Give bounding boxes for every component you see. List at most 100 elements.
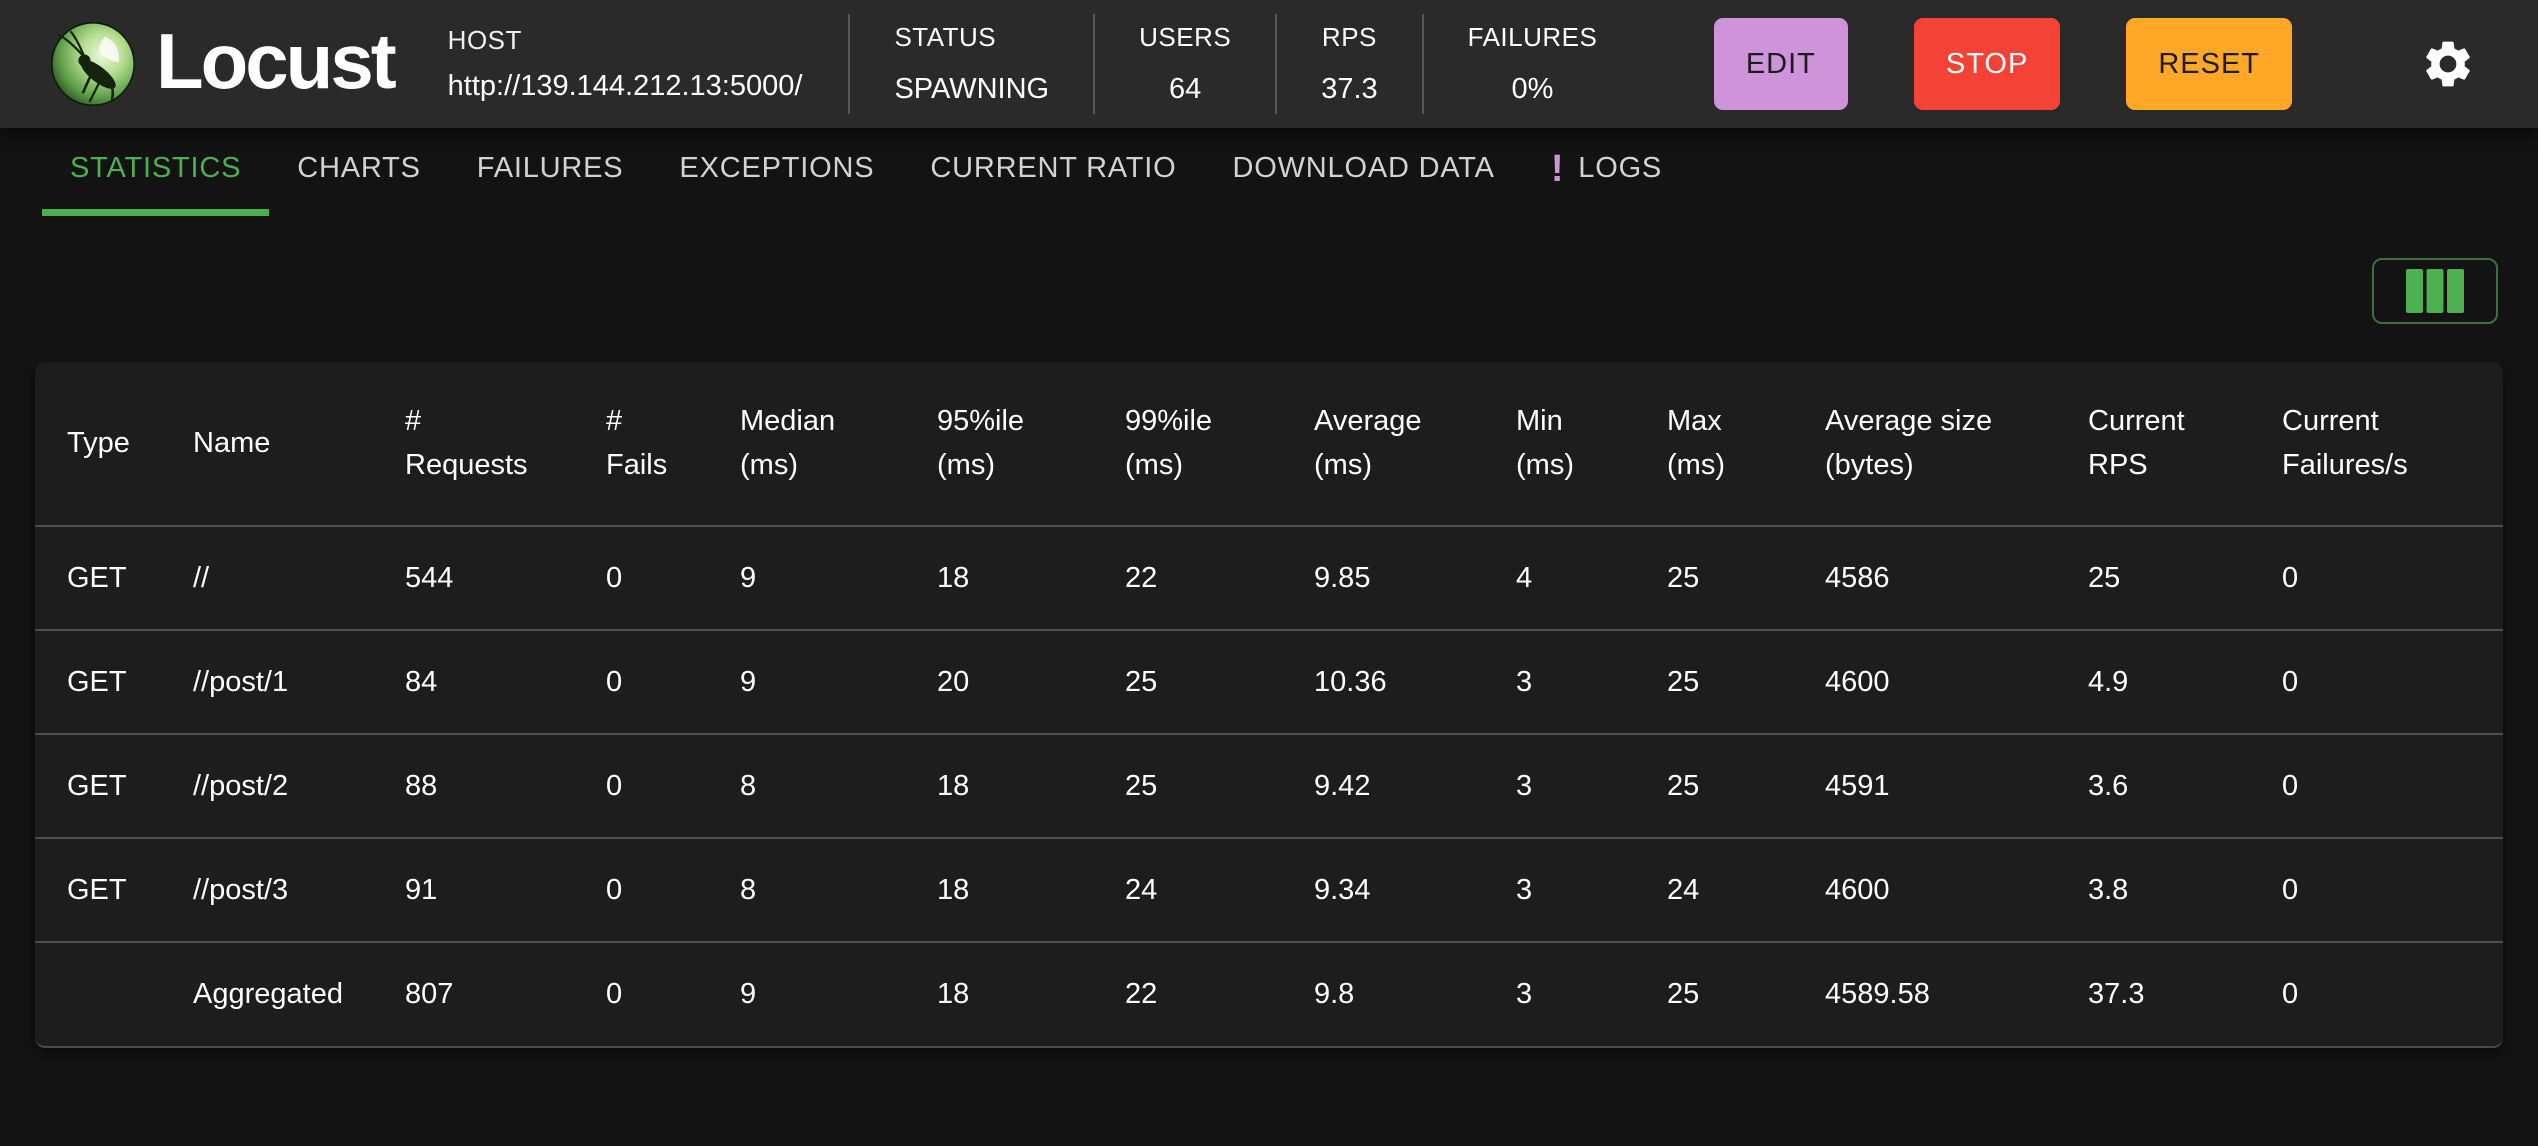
column-header-requests[interactable]: # Requests xyxy=(373,362,574,527)
column-header-current-rps[interactable]: Current RPS xyxy=(2056,362,2250,527)
column-header-line1: Name xyxy=(193,426,271,459)
gear-icon xyxy=(2426,41,2470,87)
column-header-line2: (ms) xyxy=(1667,448,1725,481)
tab-label: CURRENT RATIO xyxy=(930,152,1177,184)
cell-name: //post/1 xyxy=(161,630,373,735)
cell-95th-percentile-ms: 18 xyxy=(905,838,1093,943)
cell-requests: 84 xyxy=(373,630,574,735)
cell-average-size-bytes: 4589.58 xyxy=(1825,978,1930,1010)
stat-status: STATUS SPAWNING xyxy=(848,14,1093,114)
tab-label: CHARTS xyxy=(297,152,421,184)
column-header-name[interactable]: Name xyxy=(161,362,373,527)
column-header-average-ms[interactable]: Average (ms) xyxy=(1282,362,1484,527)
cell-fails: 0 xyxy=(574,734,708,839)
cell-requests: 91 xyxy=(373,838,574,943)
table-toolbar xyxy=(0,216,2538,362)
cell-current-failures-per-s: 0 xyxy=(2250,630,2503,735)
column-header-line1: 95%ile xyxy=(937,405,1025,437)
cell-95th-percentile-ms: 18 xyxy=(937,978,970,1010)
cell-name: Aggregated xyxy=(193,978,343,1010)
cell-99th-percentile-ms: 22 xyxy=(1125,978,1158,1010)
column-header-line2: (ms) xyxy=(1516,448,1574,481)
column-header-line1: Min xyxy=(1516,405,1563,437)
column-header-line2: (ms) xyxy=(1314,448,1372,481)
column-header-line1: Type xyxy=(67,426,130,459)
stat-label: RPS xyxy=(1321,22,1377,52)
tab-failures[interactable]: FAILURES xyxy=(449,128,652,216)
column-header-99th-percentile-ms[interactable]: 99%ile (ms) xyxy=(1093,362,1282,527)
stat-value: 37.3 xyxy=(1321,73,1378,105)
cell-max-ms: 24 xyxy=(1635,838,1793,943)
cell-average-ms: 9.34 xyxy=(1282,838,1484,943)
cell-requests: 544 xyxy=(373,526,574,631)
stat-label: FAILURES xyxy=(1467,22,1598,52)
cell-min-ms: 3 xyxy=(1484,630,1635,735)
tab-statistics[interactable]: STATISTICS xyxy=(42,128,270,216)
column-header-line1: Max xyxy=(1667,405,1722,437)
tab-current-ratio[interactable]: CURRENT RATIO xyxy=(902,128,1204,216)
column-header-line1: # xyxy=(405,405,422,437)
settings-button[interactable] xyxy=(2420,36,2476,92)
column-header-min-ms[interactable]: Min (ms) xyxy=(1484,362,1635,527)
cell-median-ms: 9 xyxy=(740,978,757,1010)
stat-failures: FAILURES 0% xyxy=(1421,14,1642,114)
cell-median-ms: 8 xyxy=(708,734,905,839)
host-block: HOST http://139.144.212.13:5000/ xyxy=(448,25,803,103)
column-header-type[interactable]: Type xyxy=(35,362,161,527)
cell-max-ms: 25 xyxy=(1635,630,1793,735)
cell-average-size-bytes: 4586 xyxy=(1793,526,2056,631)
cell-current-rps: 25 xyxy=(2056,526,2250,631)
locust-logo[interactable] xyxy=(50,21,136,107)
column-header-current-failures-per-s[interactable]: Current Failures/s xyxy=(2250,362,2503,527)
cell-average-ms: 9.85 xyxy=(1282,526,1484,631)
tab-exceptions[interactable]: EXCEPTIONS xyxy=(651,128,902,216)
column-header-line2: (ms) xyxy=(937,448,995,481)
column-header-line1: # xyxy=(606,405,623,437)
column-selector-button[interactable] xyxy=(2372,258,2498,324)
stat-label: USERS xyxy=(1139,22,1232,52)
column-header-fails[interactable]: # Fails xyxy=(574,362,708,527)
stop-button[interactable]: STOP xyxy=(1913,18,2061,110)
cell-type: GET xyxy=(35,734,161,839)
cell-current-failures-per-s: 0 xyxy=(2250,838,2503,943)
cell-current-failures-per-s: 0 xyxy=(2282,978,2299,1010)
edit-button[interactable]: EDIT xyxy=(1713,18,1848,110)
column-header-max-ms[interactable]: Max (ms) xyxy=(1635,362,1793,527)
table-row: GET//post/3 91 0 8 18 24 9.34 3 24 4600 3.8 0 xyxy=(35,838,2503,943)
tab-label: FAILURES xyxy=(476,152,624,184)
cell-requests: 807 xyxy=(405,978,454,1010)
statistics-table-panel: Type Name # Requests # Fails Median (ms) 95%ile (… xyxy=(35,362,2503,1048)
cell-name: //post/2 xyxy=(161,734,373,839)
column-header-median-ms[interactable]: Median (ms) xyxy=(708,362,905,527)
cell-95th-percentile-ms: 20 xyxy=(905,630,1093,735)
column-header-95th-percentile-ms[interactable]: 95%ile (ms) xyxy=(905,362,1093,527)
cell-95th-percentile-ms: 18 xyxy=(905,526,1093,631)
table-row: GET//544 0 9 18 22 9.85 4 25 4586 25 0 xyxy=(35,526,2503,631)
tab-label: LOGS xyxy=(1578,152,1663,184)
header-stats: STATUS SPAWNING USERS 64 RPS 37.3 FAILURES 0% xyxy=(848,14,1641,114)
cell-max-ms: 25 xyxy=(1635,526,1793,631)
cell-99th-percentile-ms: 24 xyxy=(1093,838,1282,943)
column-header-average-size-bytes[interactable]: Average size (bytes) xyxy=(1793,362,2056,527)
stat-value: SPAWNING xyxy=(894,73,1050,105)
cell-99th-percentile-ms: 22 xyxy=(1093,526,1282,631)
header-actions: EDIT STOP RESET xyxy=(1713,18,2476,110)
cell-current-rps: 3.6 xyxy=(2056,734,2250,839)
cell-current-failures-per-s: 0 xyxy=(2250,526,2503,631)
cell-average-size-bytes: 4591 xyxy=(1793,734,2056,839)
cell-99th-percentile-ms: 25 xyxy=(1093,630,1282,735)
reset-button[interactable]: RESET xyxy=(2126,18,2292,110)
column-header-line2: Fails xyxy=(606,448,668,481)
cell-max-ms: 25 xyxy=(1635,734,1793,839)
cell-current-rps: 37.3 xyxy=(2088,978,2145,1010)
host-label: HOST xyxy=(447,25,522,55)
cell-median-ms: 8 xyxy=(708,838,905,943)
cell-max-ms: 25 xyxy=(1667,978,1700,1010)
tab-charts[interactable]: CHARTS xyxy=(269,128,449,216)
column-header-line1: Median xyxy=(740,405,836,437)
stat-value: 64 xyxy=(1169,73,1202,105)
table-row: GET//post/1 84 0 9 20 25 10.36 3 25 4600 4.9 0 xyxy=(35,630,2503,735)
tab-logs[interactable]: ! LOGS xyxy=(1523,128,1690,216)
tab-download-data[interactable]: DOWNLOAD DATA xyxy=(1205,128,1523,216)
app-header: Locust HOST http://139.144.212.13:5000/ … xyxy=(0,0,2538,128)
